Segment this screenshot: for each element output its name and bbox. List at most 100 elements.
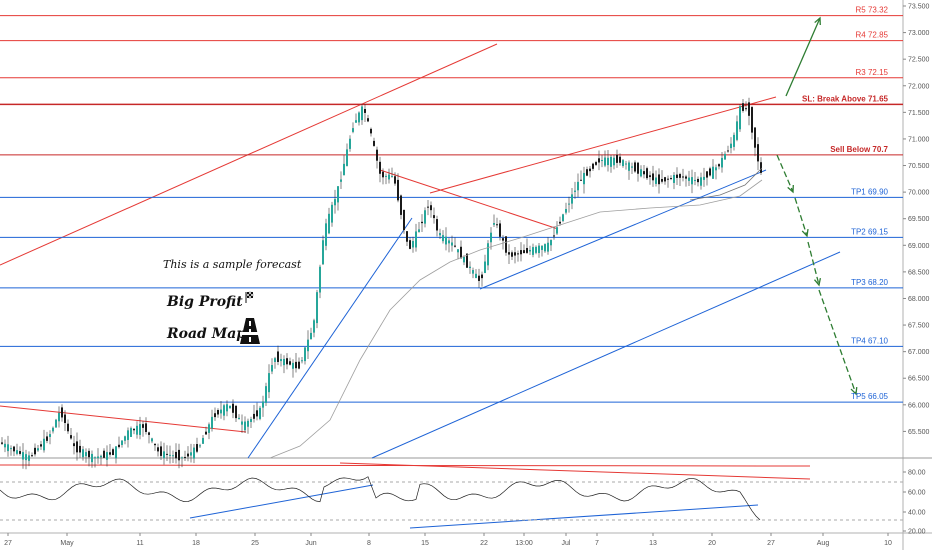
candle-body-22 <box>67 423 69 432</box>
candle-body-92 <box>277 351 279 362</box>
candle-body-20 <box>61 407 63 418</box>
price-tick-label-13: 67.000 <box>908 349 930 356</box>
candle-body-230 <box>691 177 693 185</box>
candle-body-170 <box>511 252 513 257</box>
candle-body-179 <box>538 245 540 254</box>
candle-body-188 <box>565 208 567 213</box>
candle-body-246 <box>739 106 741 130</box>
candle-body-211 <box>634 162 636 172</box>
candle-body-44 <box>133 428 135 431</box>
candle-body-97 <box>292 362 294 369</box>
time-tick-label-13: 20 <box>708 540 716 547</box>
candle-body-163 <box>490 232 492 243</box>
candle-body-104 <box>313 320 315 333</box>
candle-body-142 <box>427 206 429 208</box>
candle-body-184 <box>553 235 555 237</box>
time-tick-label-1: May <box>60 540 74 547</box>
candle-body-220 <box>661 178 663 182</box>
forecast-arrowhead-0 <box>814 16 821 26</box>
candle-body-225 <box>676 174 678 178</box>
price-tick-label-8: 69.500 <box>908 216 930 223</box>
price-tick-label-3: 72.000 <box>908 83 930 90</box>
candle-body-181 <box>544 244 546 252</box>
candle-body-151 <box>454 245 456 247</box>
candle-body-87 <box>262 401 264 408</box>
candle-body-165 <box>496 224 498 226</box>
candle-body-13 <box>40 444 42 447</box>
price-tick-label-2: 72.500 <box>908 57 930 64</box>
candle-body-11 <box>34 447 36 455</box>
trendline-8 <box>339 462 811 480</box>
level-label-7: TP3 68.20 <box>851 278 888 287</box>
rsi-line <box>0 476 761 521</box>
candle-body-223 <box>670 178 672 180</box>
candle-body-176 <box>529 250 531 252</box>
candle-body-119 <box>358 112 360 123</box>
candle-body-18 <box>55 419 57 428</box>
candle-body-177 <box>532 247 534 255</box>
candle-body-135 <box>406 231 408 242</box>
candle-body-86 <box>259 407 261 419</box>
trendline-6 <box>371 251 841 459</box>
candle-body-84 <box>253 413 255 419</box>
candle-body-53 <box>160 446 162 456</box>
candle-body-85 <box>256 410 258 417</box>
candle-body-76 <box>229 405 231 409</box>
candle-body-221 <box>664 177 666 182</box>
candle-body-2 <box>7 444 9 452</box>
candle-body-217 <box>652 173 654 181</box>
candle-body-156 <box>469 266 471 269</box>
candle-body-49 <box>148 432 150 435</box>
candle-body-40 <box>121 440 123 445</box>
candle-body-233 <box>700 177 702 186</box>
candle-body-180 <box>541 245 543 250</box>
sample-forecast-note: This is a sample forecast <box>163 258 302 271</box>
candle-body-121 <box>364 108 366 113</box>
candle-body-169 <box>508 252 510 255</box>
candle-body-196 <box>589 168 591 172</box>
candle-body-35 <box>106 452 108 460</box>
candle-body-183 <box>550 240 552 246</box>
candle-body-138 <box>415 231 417 248</box>
candle-body-42 <box>127 430 129 440</box>
candle-body-117 <box>352 128 354 132</box>
candle-body-5 <box>16 450 18 454</box>
time-tick-label-7: 15 <box>421 540 429 547</box>
candle-body-94 <box>283 358 285 366</box>
candle-body-134 <box>403 209 405 230</box>
price-tick-label-16: 65.500 <box>908 429 930 436</box>
candle-body-57 <box>172 455 174 457</box>
candle-body-81 <box>244 421 246 431</box>
candle-body-243 <box>730 143 732 149</box>
price-tick-label-6: 70.500 <box>908 163 930 170</box>
candle-body-27 <box>82 449 84 458</box>
candle-body-141 <box>424 210 426 224</box>
forecast-arrow-4 <box>818 289 857 395</box>
level-label-3: SL: Break Above 71.65 <box>802 94 889 103</box>
candle-body-199 <box>598 158 600 163</box>
candle-body-204 <box>613 157 615 166</box>
level-label-2: R3 72.15 <box>856 68 889 77</box>
candle-body-224 <box>673 174 675 183</box>
forecast-arrow-0 <box>785 17 821 97</box>
candle-body-41 <box>124 436 126 441</box>
candle-body-248 <box>745 108 747 110</box>
candle-body-185 <box>556 227 558 234</box>
candle-body-68 <box>205 431 207 435</box>
candle-body-39 <box>118 444 120 448</box>
candle-body-216 <box>649 175 651 178</box>
price-tick-label-14: 66.500 <box>908 376 930 383</box>
candle-body-45 <box>136 425 138 435</box>
candle-body-91 <box>274 358 276 362</box>
candle-body-128 <box>385 175 387 177</box>
candle-body-202 <box>607 157 609 166</box>
candle-body-146 <box>439 233 441 236</box>
candle-body-100 <box>301 360 303 362</box>
trendline-2 <box>379 169 559 230</box>
candle-body-37 <box>112 449 114 456</box>
candle-body-209 <box>628 162 630 171</box>
candle-body-206 <box>619 156 621 163</box>
candle-body-150 <box>451 242 453 246</box>
trendline-10 <box>409 504 759 529</box>
